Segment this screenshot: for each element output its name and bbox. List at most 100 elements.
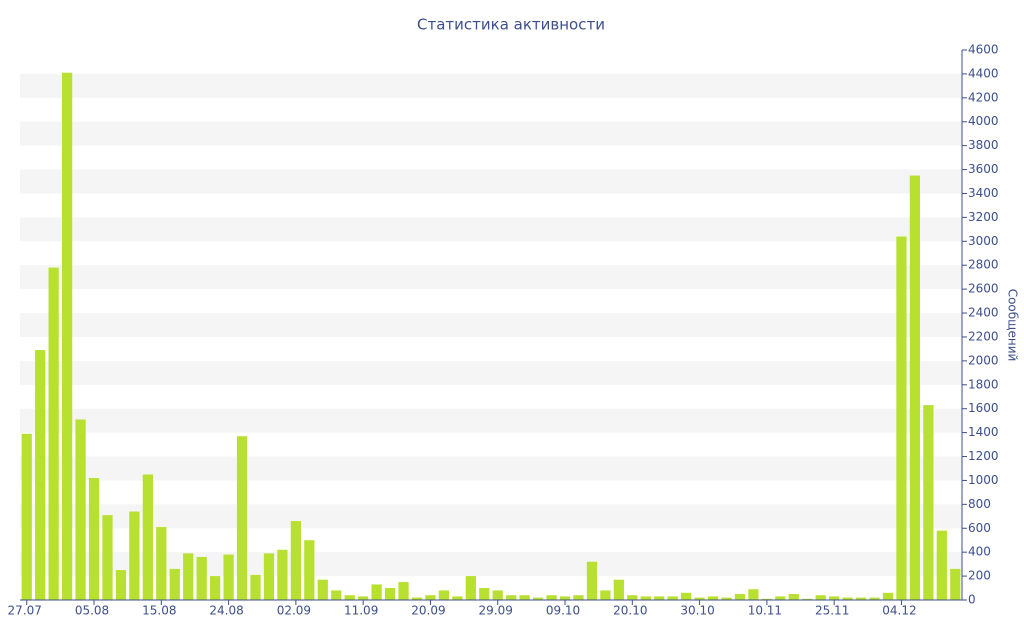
bar <box>210 576 221 600</box>
bar <box>479 588 490 600</box>
x-tick-label: 20.09 <box>411 604 445 618</box>
bar <box>573 595 584 600</box>
bar <box>586 561 598 600</box>
y-tick-label: 3200 <box>968 210 999 224</box>
bar <box>613 579 624 600</box>
bar <box>721 597 732 600</box>
grid-band <box>20 552 962 577</box>
bar <box>129 511 140 600</box>
y-tick-label: 2600 <box>968 282 999 296</box>
bar <box>627 595 638 600</box>
y-tick-label: 4400 <box>968 66 999 80</box>
bar <box>317 579 328 600</box>
bar <box>75 419 86 600</box>
bar <box>35 350 46 600</box>
y-tick-label: 1000 <box>968 473 999 487</box>
x-tick-label: 30.10 <box>680 604 714 618</box>
bar <box>923 405 934 600</box>
grid-band <box>20 456 962 481</box>
y-tick-label: 3000 <box>968 234 999 248</box>
bar <box>438 590 450 600</box>
bar <box>411 597 423 600</box>
bar <box>532 597 544 600</box>
grid-band <box>20 217 962 242</box>
bar <box>788 594 799 600</box>
y-tick-label: 4600 <box>968 43 999 57</box>
y-tick-label: 800 <box>968 497 991 511</box>
bar <box>519 595 530 600</box>
bar <box>815 595 826 600</box>
bar <box>829 596 840 600</box>
bar <box>425 595 436 600</box>
y-axis-title: Сообщений <box>1006 289 1020 362</box>
bar <box>869 597 880 600</box>
grid-band <box>20 408 962 433</box>
x-tick-label: 10.11 <box>748 604 782 618</box>
x-tick-label: 02.09 <box>277 604 311 618</box>
grid-band <box>20 313 962 337</box>
y-tick-label: 2200 <box>968 329 999 343</box>
bar <box>88 478 100 600</box>
y-tick-label: 600 <box>968 521 991 535</box>
bar <box>156 527 167 600</box>
bar <box>681 592 692 600</box>
x-tick-label: 27.07 <box>8 604 42 618</box>
bar <box>21 433 32 600</box>
bar <box>277 549 288 600</box>
bar <box>115 570 127 600</box>
bar <box>358 596 369 600</box>
bar <box>183 553 194 600</box>
bar <box>882 592 894 600</box>
y-tick-label: 4200 <box>968 90 999 104</box>
bar <box>734 594 746 600</box>
grid-band <box>20 169 962 194</box>
bar <box>909 175 921 601</box>
bar <box>748 589 759 600</box>
x-tick-label: 11.09 <box>344 604 378 618</box>
x-tick-label: 04.12 <box>882 604 916 618</box>
y-tick-label: 2000 <box>968 353 999 367</box>
y-tick-label: 1200 <box>968 449 999 463</box>
y-tick-label: 2400 <box>968 306 999 320</box>
y-tick-label: 1800 <box>968 377 999 391</box>
grid-band <box>20 360 962 385</box>
y-tick-label: 400 <box>968 545 991 559</box>
grid-band <box>20 265 962 290</box>
bar <box>667 596 678 600</box>
x-tick-label: 25.11 <box>815 604 849 618</box>
bar <box>263 553 275 600</box>
bar <box>304 540 315 600</box>
bar <box>654 596 665 600</box>
bar <box>559 596 571 600</box>
x-tick-label: 29.09 <box>479 604 513 618</box>
y-tick-label: 0 <box>968 593 976 607</box>
bar <box>802 598 813 600</box>
x-tick-label: 09.10 <box>546 604 580 618</box>
x-tick-label: 05.08 <box>75 604 109 618</box>
y-tick-label: 1600 <box>968 401 999 415</box>
bar <box>142 474 153 600</box>
bar <box>694 597 705 600</box>
bar <box>48 267 59 600</box>
bar <box>398 582 409 600</box>
grid-band <box>20 121 962 146</box>
grid-band <box>20 504 962 529</box>
y-tick-label: 3800 <box>968 138 999 152</box>
y-tick-label: 3600 <box>968 162 999 176</box>
y-tick-label: 3400 <box>968 186 999 200</box>
bar <box>61 72 73 600</box>
bar <box>465 576 476 600</box>
x-tick-label: 20.10 <box>613 604 647 618</box>
bar <box>290 521 301 600</box>
bar <box>842 597 853 600</box>
bar <box>196 556 207 600</box>
bar <box>707 596 719 600</box>
bar <box>492 590 503 600</box>
bar <box>506 595 517 600</box>
bar <box>452 596 463 600</box>
bar <box>223 554 234 600</box>
bar <box>855 597 867 600</box>
x-tick-label: 15.08 <box>142 604 176 618</box>
